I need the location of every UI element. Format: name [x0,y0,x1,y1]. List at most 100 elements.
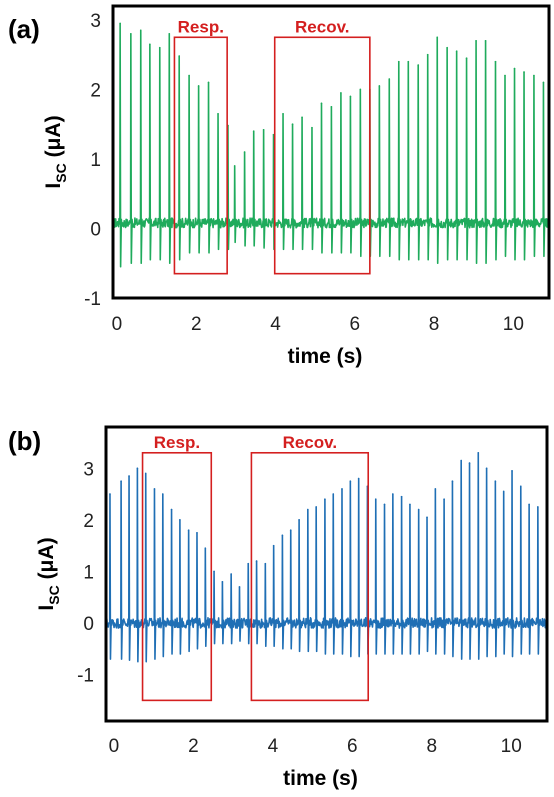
x-tick-label: 0 [112,314,123,335]
data-point-peak-32 [426,53,429,56]
data-point-peak-2 [128,475,130,477]
data-point-peak-30 [407,60,410,63]
x-tick-label: 4 [270,314,281,335]
data-point-peak-34 [400,495,403,498]
data-point-peak-28 [349,480,352,482]
data-point-peak-40 [504,74,506,77]
data-point-peak-36 [465,57,468,59]
data-point-peak-43 [477,451,480,454]
data-point-peak-38 [434,488,437,490]
chart-panel-a: (a) Resp. Recov. 0 2 4 6 8 10 -1 0 1 2 3 time (s) ISC (… [8,4,551,368]
data-point-peak-9 [207,81,210,84]
data-point-peak-10 [196,531,198,534]
x-tick-label: 10 [501,736,522,757]
data-point-peak-17 [255,560,258,562]
data-point-peak-34 [446,46,448,49]
y-axis-title-unit: (μA) [35,537,58,585]
data-point-peak-36 [417,508,420,511]
data-point-peak-35 [409,503,411,506]
data-point-peak-0 [119,22,121,25]
data-point-peak-11 [204,547,207,550]
data-point-peak-28 [388,78,391,80]
data-point-peak-24 [315,506,317,508]
data-point-peak-13 [221,580,224,583]
data-point-peak-20 [311,126,313,129]
data-point-peak-18 [264,562,267,565]
data-point-peak-10 [217,112,219,115]
data-point-peak-19 [301,116,303,119]
annotation-box-resp [141,451,213,702]
x-tick-label: 2 [188,736,199,757]
y-axis-title-main: I [35,605,58,611]
y-tick-label: 1 [83,562,94,583]
data-point-peak-41 [513,67,516,70]
x-tick-label: 6 [347,736,358,757]
data-point-peak-16 [247,562,250,565]
data-point-peak-21 [320,102,323,105]
data-point-peak-22 [298,519,300,521]
data-point-peak-9 [187,529,190,531]
data-point-peak-38 [484,39,487,42]
data-point-peak-2 [139,29,142,32]
annotation-box-recov [273,36,371,275]
data-point-peak-23 [340,92,342,94]
data-point-peak-22 [330,106,333,108]
panel-label: (a) [8,14,40,44]
data-point-peak-23 [307,508,309,511]
y-axis-title: ISC (μA) [42,115,69,188]
data-point-peak-13 [243,151,246,153]
data-point-peak-5 [168,33,171,35]
data-point-peak-42 [468,462,471,464]
data-point-peak-32 [383,503,386,506]
data-point-peak-14 [230,573,232,575]
panel-label: (b) [8,426,41,456]
data-point-peak-6 [162,493,164,495]
x-tick-label: 2 [191,314,202,335]
data-point-peak-39 [443,498,445,501]
data-point-peak-3 [136,467,139,470]
x-tick-label: 8 [426,736,437,757]
data-point-peak-46 [502,490,505,493]
data-point-peak-39 [494,60,497,63]
annotation-box-resp [173,36,228,275]
data-point-peak-25 [359,88,362,91]
data-point-peak-14 [252,130,255,132]
data-point-peak-37 [426,516,428,519]
data-point-peak-15 [262,128,265,131]
data-point-peak-50 [537,506,539,508]
data-point-peak-7 [188,74,190,77]
y-tick-label: 0 [83,614,94,635]
data-point-peak-25 [324,498,326,501]
chart-panel-b: (b) Resp. Recov. 0 2 4 6 8 10 -1 0 1 2 3 time (s) ISC (… [8,425,549,790]
annotation-label-resp: Resp. [178,17,224,36]
data-point-peak-12 [213,570,215,573]
data-point-peak-1 [130,33,132,35]
data-point-peak-8 [179,519,181,521]
x-tick-label: 4 [268,736,279,757]
data-point-peak-31 [417,64,420,66]
x-tick-label: 8 [429,314,440,335]
y-tick-label: 3 [83,459,94,480]
data-point-peak-17 [282,112,284,115]
data-point-peak-24 [349,95,352,98]
plot-frame [104,425,549,723]
data-point-peak-0 [109,493,111,495]
x-tick-label: 0 [109,736,120,757]
y-tick-label: 0 [90,219,101,240]
data-point-peak-43 [533,74,535,77]
data-point-peak-29 [397,60,400,63]
data-point-peak-48 [519,485,522,488]
y-axis-title-main: I [42,183,65,189]
data-point-peak-33 [436,36,439,39]
y-tick-label: 3 [90,11,101,32]
y-tick-label: -1 [84,289,101,310]
series-line-isc [106,451,547,663]
y-tick-label: 1 [90,150,101,171]
plot-frame [111,4,551,300]
annotation-label-recov: Recov. [283,433,338,452]
data-point-peak-42 [523,71,525,73]
data-point-peak-12 [233,165,236,167]
x-tick-label: 10 [503,314,524,335]
annotation-label-recov: Recov. [295,17,350,36]
